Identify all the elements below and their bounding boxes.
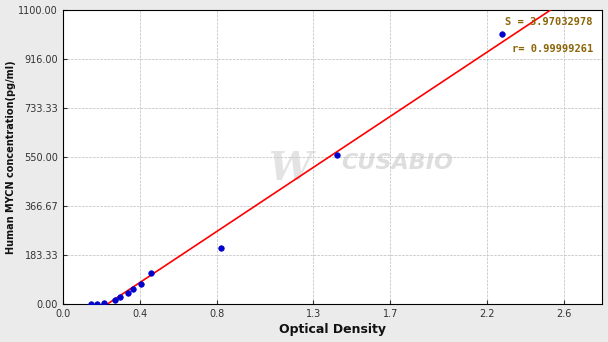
Text: S = 3.97032978: S = 3.97032978 [505,17,593,27]
Point [92,301,102,306]
Point [116,295,125,300]
Point [86,302,96,307]
Point [136,281,145,286]
Point [497,31,507,36]
X-axis label: Optical Density: Optical Density [279,324,386,337]
Y-axis label: Human MYCN concentration(pg/ml): Human MYCN concentration(pg/ml) [5,60,16,254]
Point [216,246,226,251]
Text: r= 0.99999261: r= 0.99999261 [511,44,593,54]
Point [109,298,119,303]
Point [128,286,138,292]
Text: W: W [268,150,311,188]
Text: CUSABIO: CUSABIO [342,153,454,173]
Point [99,300,109,305]
Point [123,290,133,296]
Point [146,270,156,276]
Point [332,153,342,158]
